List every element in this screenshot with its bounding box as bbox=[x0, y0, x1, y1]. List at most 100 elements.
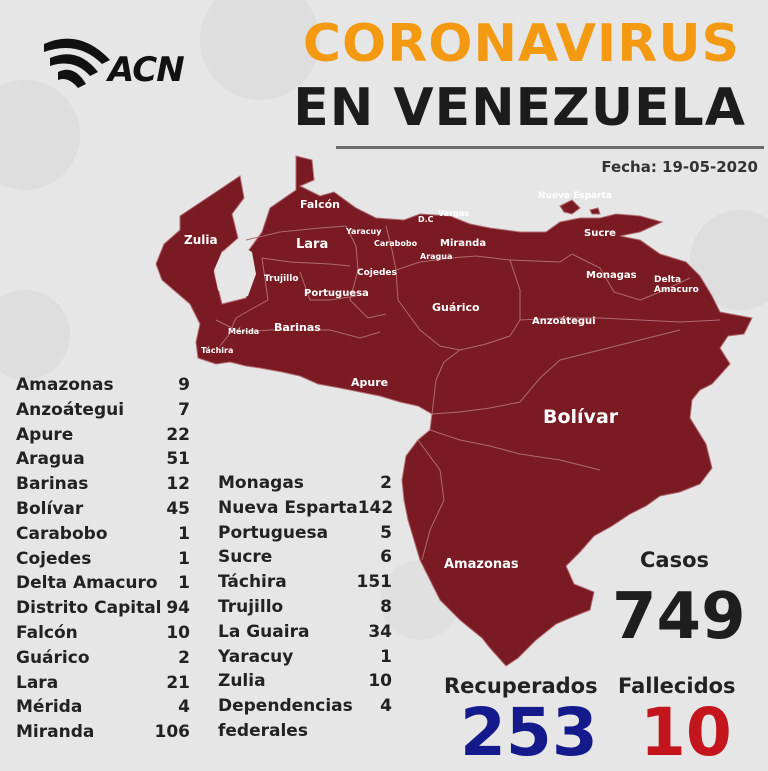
state-row: Nueva Esparta 142 bbox=[218, 496, 394, 521]
state-count: 151 bbox=[356, 572, 393, 593]
title-divider bbox=[336, 146, 764, 149]
state-count: 8 bbox=[380, 596, 392, 617]
state-name: Mérida bbox=[16, 697, 83, 718]
state-name: Nueva Esparta bbox=[218, 497, 358, 518]
map-label-portuguesa: Portuguesa bbox=[304, 288, 369, 299]
state-row: Bolívar 45 bbox=[16, 497, 190, 522]
state-name: Barinas bbox=[16, 474, 89, 495]
state-row: Aragua 51 bbox=[16, 447, 190, 472]
state-count: 7 bbox=[178, 399, 190, 420]
state-count: 51 bbox=[166, 449, 190, 470]
state-name: Miranda bbox=[16, 722, 95, 743]
state-count: 142 bbox=[357, 497, 394, 518]
deaths-count: 10 bbox=[640, 694, 732, 771]
state-row: federales bbox=[218, 719, 392, 744]
map-regions bbox=[155, 155, 753, 667]
state-row: Zulia 10 bbox=[218, 669, 392, 694]
state-row: Yaracuy 1 bbox=[218, 645, 392, 670]
state-row: Barinas 12 bbox=[16, 472, 190, 497]
state-count: 1 bbox=[178, 523, 190, 544]
state-count: 2 bbox=[178, 647, 190, 668]
state-name: Yaracuy bbox=[218, 646, 294, 667]
state-count: 4 bbox=[380, 696, 392, 717]
map-label-delta-amacuro-line1: Delta bbox=[654, 275, 681, 285]
state-borders bbox=[215, 225, 721, 561]
map-label-vargas: Vargas bbox=[438, 209, 469, 218]
state-count: 5 bbox=[380, 522, 392, 543]
state-name: Aragua bbox=[16, 449, 85, 470]
date-label: Fecha: 19-05-2020 bbox=[601, 158, 758, 176]
state-count: 9 bbox=[178, 375, 190, 395]
state-name: Trujillo bbox=[218, 596, 284, 617]
state-count: 1 bbox=[178, 573, 190, 594]
map-label-merida: Mérida bbox=[228, 326, 259, 336]
map-label-barinas: Barinas bbox=[274, 321, 321, 334]
map-label-cojedes: Cojedes bbox=[357, 268, 397, 278]
state-row: Carabobo 1 bbox=[16, 522, 190, 547]
state-name: Bolívar bbox=[16, 498, 84, 519]
state-count: 45 bbox=[166, 498, 190, 519]
state-count: 1 bbox=[178, 548, 190, 569]
map-label-trujillo: Trujillo bbox=[264, 274, 299, 284]
state-count: 10 bbox=[166, 622, 190, 643]
state-name: Portuguesa bbox=[218, 522, 329, 543]
state-row: La Guaira 34 bbox=[218, 620, 392, 645]
map-label-amazonas: Amazonas bbox=[444, 557, 519, 572]
state-row: Apure 22 bbox=[16, 423, 190, 448]
map-label-anzoategui: Anzoátegui bbox=[532, 315, 596, 327]
state-count: 4 bbox=[178, 697, 190, 718]
nueva-esparta-island-small bbox=[589, 207, 601, 215]
state-list-right: Monagas 2 Nueva Esparta 142 Portuguesa 5 Sucre… bbox=[218, 471, 394, 744]
state-name: Dependencias bbox=[218, 696, 353, 717]
map-label-delta-amacuro-line2: Amacuro bbox=[654, 285, 699, 295]
state-count: 6 bbox=[380, 547, 392, 568]
map-label-sucre: Sucre bbox=[584, 228, 616, 239]
state-row: Delta Amacuro 1 bbox=[16, 571, 190, 596]
logo-text: ACN bbox=[108, 50, 185, 90]
mainland-shape bbox=[155, 155, 753, 667]
map-label-miranda: Miranda bbox=[440, 238, 486, 249]
state-name: Monagas bbox=[218, 473, 304, 493]
title-line-1: CORONAVIRUS bbox=[302, 14, 740, 74]
state-row: Anzoátegui 7 bbox=[16, 398, 190, 423]
lake-maracaibo bbox=[214, 244, 256, 300]
state-list-left: Amazonas 9 Anzoátegui 7 Apure 22 Aragua 51 Barin… bbox=[16, 373, 190, 745]
map-label-dc: D.C bbox=[418, 215, 434, 224]
map-label-tachira: Táchira bbox=[201, 346, 233, 355]
state-name: Delta Amacuro bbox=[16, 573, 158, 594]
title-line-2: EN VENEZUELA bbox=[293, 78, 746, 138]
recovered-label: Recuperados bbox=[444, 674, 598, 698]
state-row: Portuguesa 5 bbox=[218, 521, 392, 546]
state-name: Guárico bbox=[16, 647, 90, 668]
state-name: Cojedes bbox=[16, 548, 92, 569]
state-count: 10 bbox=[368, 671, 392, 692]
background-virus-icon bbox=[200, 0, 320, 100]
state-name: Falcón bbox=[16, 622, 78, 643]
state-count: 94 bbox=[166, 598, 190, 619]
state-name: Anzoátegui bbox=[16, 399, 125, 420]
map-label-falcon: Falcón bbox=[300, 198, 340, 211]
state-name: Apure bbox=[16, 424, 74, 445]
state-name: Zulia bbox=[218, 671, 266, 692]
acn-logo bbox=[44, 38, 110, 88]
map-label-apure: Apure bbox=[351, 376, 388, 389]
state-row: Táchira 151 bbox=[218, 570, 392, 595]
map-label-guarico: Guárico bbox=[432, 301, 480, 314]
map-label-bolivar: Bolívar bbox=[543, 406, 619, 428]
state-row: Sucre 6 bbox=[218, 545, 392, 570]
state-name: Lara bbox=[16, 672, 59, 693]
map-label-carabobo: Carabobo bbox=[374, 239, 418, 248]
map-label-yaracuy: Yaracuy bbox=[345, 227, 382, 236]
state-row: Monagas 2 bbox=[218, 471, 392, 496]
state-name: Táchira bbox=[218, 572, 287, 593]
map-label-zulia: Zulia bbox=[184, 233, 218, 247]
state-count: 12 bbox=[166, 474, 190, 495]
state-name: Amazonas bbox=[16, 375, 114, 395]
state-row: Mérida 4 bbox=[16, 695, 190, 720]
state-row: Amazonas 9 bbox=[16, 373, 190, 398]
map-label-lara: Lara bbox=[296, 237, 328, 252]
state-row: Lara 21 bbox=[16, 671, 190, 696]
state-row: Dependencias 4 bbox=[218, 694, 392, 719]
state-count: 22 bbox=[166, 424, 190, 445]
state-name: La Guaira bbox=[218, 621, 310, 642]
